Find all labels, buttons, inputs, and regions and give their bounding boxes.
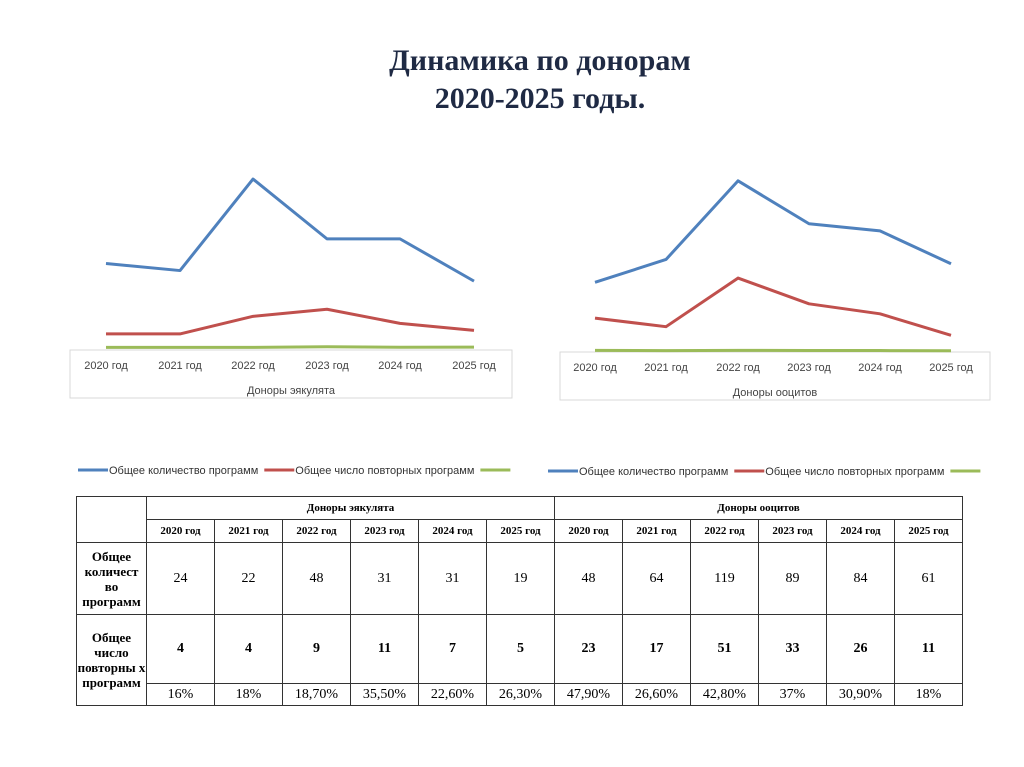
x-tick-label: 2020 год — [84, 360, 128, 372]
percent-cell: 18% — [894, 683, 963, 706]
total-cell: 89 — [758, 542, 827, 615]
percent-cell: 37% — [758, 683, 827, 706]
repeat-cell: 4 — [214, 614, 283, 684]
percent-cell: 47,90% — [554, 683, 623, 706]
x-tick-label: 2024 год — [858, 362, 902, 374]
repeat-cell: 23 — [554, 614, 623, 684]
year-header: 2021 год — [214, 519, 283, 543]
row-label-repeat: Общее число повторны х программ — [76, 614, 147, 706]
total-cell: 61 — [894, 542, 963, 615]
x-tick-label: 2021 год — [158, 360, 202, 372]
data-table: Доноры эякулята Доноры ооцитов 2020 год 2… — [76, 496, 963, 706]
percent-cell: 22,60% — [418, 683, 487, 706]
group-header-oocyte: Доноры ооцитов — [554, 496, 963, 520]
total-cell: 64 — [622, 542, 691, 615]
x-tick-label: 2024 год — [378, 360, 422, 372]
x-axis-title: Доноры эякулята — [247, 385, 336, 397]
series-line-1 — [106, 307, 475, 336]
repeat-cell: 7 — [418, 614, 487, 684]
year-header: 2021 год — [622, 519, 691, 543]
percent-cell: 35,50% — [350, 683, 419, 706]
repeat-cell: 17 — [622, 614, 691, 684]
year-header: 2022 год — [690, 519, 759, 543]
total-cell: 31 — [350, 542, 419, 615]
percent-cell: 18% — [214, 683, 283, 706]
x-tick-label: 2025 год — [929, 362, 973, 374]
repeat-cell: 11 — [894, 614, 963, 684]
repeat-cell: 5 — [486, 614, 555, 684]
x-tick-label: 2023 год — [787, 362, 831, 374]
total-cell: 48 — [554, 542, 623, 615]
legend-label: Общее число повторных программ — [765, 466, 944, 478]
charts: 2020 год 2021 год 2022 год 2023 год 2024 год… — [69, 177, 991, 478]
year-header: 2024 год — [418, 519, 487, 543]
slide-title: Динамика по донорам 2020-2025 годы. — [0, 42, 1024, 118]
total-cell: 84 — [826, 542, 895, 615]
corner-cell — [76, 496, 147, 543]
x-axis-title: Доноры ооцитов — [733, 387, 818, 399]
total-cell: 24 — [146, 542, 215, 615]
total-cell: 119 — [690, 542, 759, 615]
percent-cell: 30,90% — [826, 683, 895, 706]
x-tick-label: 2020 год — [573, 362, 617, 374]
percent-cell: 16% — [146, 683, 215, 706]
series-line-0 — [594, 179, 952, 284]
legend-label: Общее количество программ — [579, 466, 728, 478]
year-header: 2022 год — [282, 519, 351, 543]
total-cell: 48 — [282, 542, 351, 615]
year-header: 2025 год — [894, 519, 963, 543]
percent-cell: 18,70% — [282, 683, 351, 706]
repeat-cell: 11 — [350, 614, 419, 684]
percent-cell: 26,60% — [622, 683, 691, 706]
series-line-2 — [105, 345, 475, 349]
series-line-1 — [594, 276, 952, 337]
series-line-0 — [105, 177, 475, 283]
year-header: 2020 год — [146, 519, 215, 543]
year-header: 2025 год — [486, 519, 555, 543]
repeat-cell: 26 — [826, 614, 895, 684]
title-line-2: 2020-2025 годы. — [434, 82, 646, 115]
x-tick-label: 2021 год — [644, 362, 688, 374]
legend-label: Общее число повторных программ — [295, 465, 474, 477]
row-label-total: Общее количест во программ — [76, 542, 147, 615]
year-header: 2023 год — [350, 519, 419, 543]
total-cell: 19 — [486, 542, 555, 615]
repeat-cell: 9 — [282, 614, 351, 684]
year-header: 2024 год — [826, 519, 895, 543]
repeat-cell: 51 — [690, 614, 759, 684]
x-tick-label: 2022 год — [716, 362, 760, 374]
total-cell: 22 — [214, 542, 283, 615]
repeat-cell: 4 — [146, 614, 215, 684]
total-cell: 31 — [418, 542, 487, 615]
title-line-1: Динамика по донорам — [389, 44, 691, 77]
axis-box — [69, 349, 513, 399]
group-header-ejaculate: Доноры эякулята — [146, 496, 555, 520]
percent-cell: 26,30% — [486, 683, 555, 706]
repeat-cell: 33 — [758, 614, 827, 684]
percent-cell: 42,80% — [690, 683, 759, 706]
year-header: 2023 год — [758, 519, 827, 543]
x-tick-label: 2022 год — [231, 360, 275, 372]
axis-box — [559, 351, 991, 401]
x-tick-label: 2025 год — [452, 360, 496, 372]
x-tick-label: 2023 год — [305, 360, 349, 372]
legend-label: Общее количество программ — [109, 465, 258, 477]
year-header: 2020 год — [554, 519, 623, 543]
